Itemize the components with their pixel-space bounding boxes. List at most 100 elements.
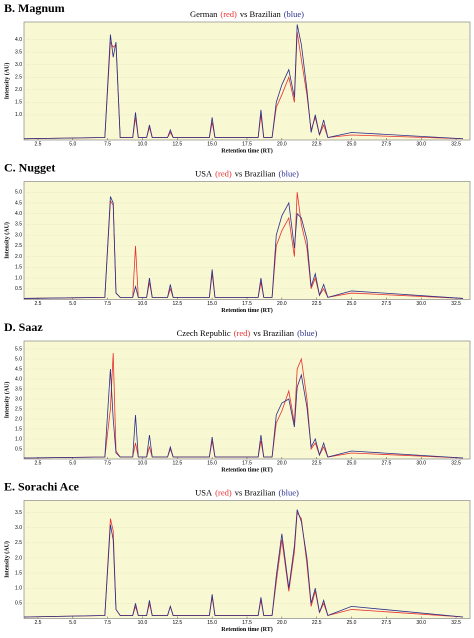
y-tick-label: 1.5: [15, 570, 22, 576]
y-tick-label: 3.0: [15, 396, 22, 402]
subtitle-part: (red): [234, 328, 251, 338]
subtitle-part: Czech Republic: [177, 328, 231, 338]
y-tick-label: 2.0: [15, 416, 22, 422]
x-tick-label: 5.0: [69, 620, 76, 626]
y-tick-label: 4.0: [15, 211, 22, 217]
subtitle-part: (blue): [297, 328, 317, 338]
y-tick-label: 0.5: [15, 601, 22, 607]
x-tick-label: 2.5: [34, 141, 41, 147]
y-axis-label: Intensity (AU): [3, 541, 10, 578]
subtitle: USA (red) vs Brazilian (blue): [195, 168, 299, 178]
x-tick-label: 22.5: [312, 460, 322, 466]
x-tick-label: 20.0: [277, 460, 287, 466]
x-tick-label: 27.5: [382, 620, 392, 626]
x-tick-label: 7.5: [104, 141, 111, 147]
x-tick-label: 17.5: [242, 141, 252, 147]
x-tick-label: 17.5: [242, 460, 252, 466]
panel: D. Saaz Czech Republic (red) vs Brazilian (b…: [3, 320, 471, 473]
x-tick-label: 5.0: [69, 141, 76, 147]
x-axis-label: Retention time (RT): [221, 307, 272, 314]
y-tick-label: 3.5: [15, 386, 22, 392]
plot-area: [23, 340, 471, 460]
plot-area: [23, 500, 471, 619]
plot-area: [23, 181, 471, 300]
x-tick-label: 20.0: [277, 301, 287, 307]
x-tick-label: 10.0: [138, 620, 148, 626]
subtitle-part: German: [190, 9, 218, 19]
x-tick-label: 5.0: [69, 301, 76, 307]
x-tick-label: 5.0: [69, 460, 76, 466]
x-tick-label: 7.5: [104, 620, 111, 626]
x-tick-label: 30.0: [416, 460, 426, 466]
y-axis-label: Intensity (AU): [3, 382, 10, 419]
y-tick-label: 1.0: [15, 586, 22, 592]
x-tick-label: 10.0: [138, 141, 148, 147]
subtitle: German (red) vs Brazilian (blue): [190, 9, 304, 19]
x-tick-label: 17.5: [242, 301, 252, 307]
y-tick-label: 4.5: [15, 200, 22, 206]
x-tick-label: 30.0: [416, 301, 426, 307]
panel: C. Nugget USA (red) vs Brazilian (blue) 0.5 1.…: [3, 160, 471, 314]
x-axis-label: Retention time (RT): [221, 147, 272, 154]
y-tick-label: 2.0: [15, 555, 22, 561]
x-tick-label: 15.0: [207, 620, 217, 626]
subtitle: Czech Republic (red) vs Brazilian (blue): [177, 328, 318, 338]
y-axis-label: Intensity (AU): [3, 63, 10, 100]
y-tick-label: 3.5: [15, 222, 22, 228]
x-axis-label: Retention time (RT): [221, 466, 272, 473]
x-tick-label: 32.5: [451, 141, 461, 147]
x-tick-label: 15.0: [207, 460, 217, 466]
chromatogram-line: [23, 24, 464, 140]
panel-title: C. Nugget: [4, 160, 55, 174]
y-tick-label: 0.5: [15, 286, 22, 292]
x-tick-label: 12.5: [172, 301, 182, 307]
x-tick-label: 10.0: [138, 460, 148, 466]
panel-title: D. Saaz: [4, 320, 43, 334]
subtitle-part: (red): [220, 9, 237, 19]
x-tick-label: 32.5: [451, 620, 461, 626]
subtitle-part: (blue): [279, 168, 299, 178]
x-tick-label: 30.0: [416, 620, 426, 626]
subtitle: USA (red) vs Brazilian (blue): [195, 487, 299, 497]
x-tick-label: 2.5: [34, 301, 41, 307]
y-tick-label: 1.5: [15, 265, 22, 271]
x-tick-label: 12.5: [172, 620, 182, 626]
x-tick-label: 25.0: [347, 301, 357, 307]
subtitle-part: vs Brazilian: [240, 9, 282, 19]
y-tick-label: 1.0: [15, 112, 22, 118]
x-tick-label: 22.5: [312, 301, 322, 307]
y-tick-label: 2.5: [15, 540, 22, 546]
x-tick-label: 25.0: [347, 460, 357, 466]
x-tick-label: 15.0: [207, 301, 217, 307]
y-tick-label: 3.5: [15, 49, 22, 55]
x-tick-label: 7.5: [104, 301, 111, 307]
chromatogram-line: [23, 196, 464, 299]
y-tick-label: 1.0: [15, 275, 22, 281]
y-tick-label: 2.5: [15, 75, 22, 81]
x-tick-label: 7.5: [104, 460, 111, 466]
x-tick-label: 32.5: [451, 301, 461, 307]
subtitle-part: (red): [215, 168, 232, 178]
x-tick-label: 20.0: [277, 141, 287, 147]
x-tick-label: 2.5: [34, 620, 41, 626]
x-tick-label: 17.5: [242, 620, 252, 626]
y-tick-label: 3.0: [15, 525, 22, 531]
x-tick-label: 25.0: [347, 141, 357, 147]
y-tick-label: 5.0: [15, 356, 22, 362]
x-tick-label: 27.5: [382, 460, 392, 466]
y-tick-label: 2.5: [15, 243, 22, 249]
y-tick-label: 2.0: [15, 254, 22, 260]
y-tick-label: 4.5: [15, 366, 22, 372]
x-tick-label: 15.0: [207, 141, 217, 147]
y-tick-label: 4.0: [15, 376, 22, 382]
subtitle-part: vs Brazilian: [235, 168, 277, 178]
y-tick-label: 5.0: [15, 190, 22, 196]
x-tick-label: 22.5: [312, 141, 322, 147]
y-tick-label: 3.0: [15, 232, 22, 238]
y-tick-label: 1.5: [15, 100, 22, 106]
y-tick-label: 2.5: [15, 406, 22, 412]
y-axis-label: Intensity (AU): [3, 222, 10, 259]
x-tick-label: 32.5: [451, 460, 461, 466]
panel-title: E. Sorachi Ace: [4, 479, 80, 493]
x-tick-label: 12.5: [172, 141, 182, 147]
